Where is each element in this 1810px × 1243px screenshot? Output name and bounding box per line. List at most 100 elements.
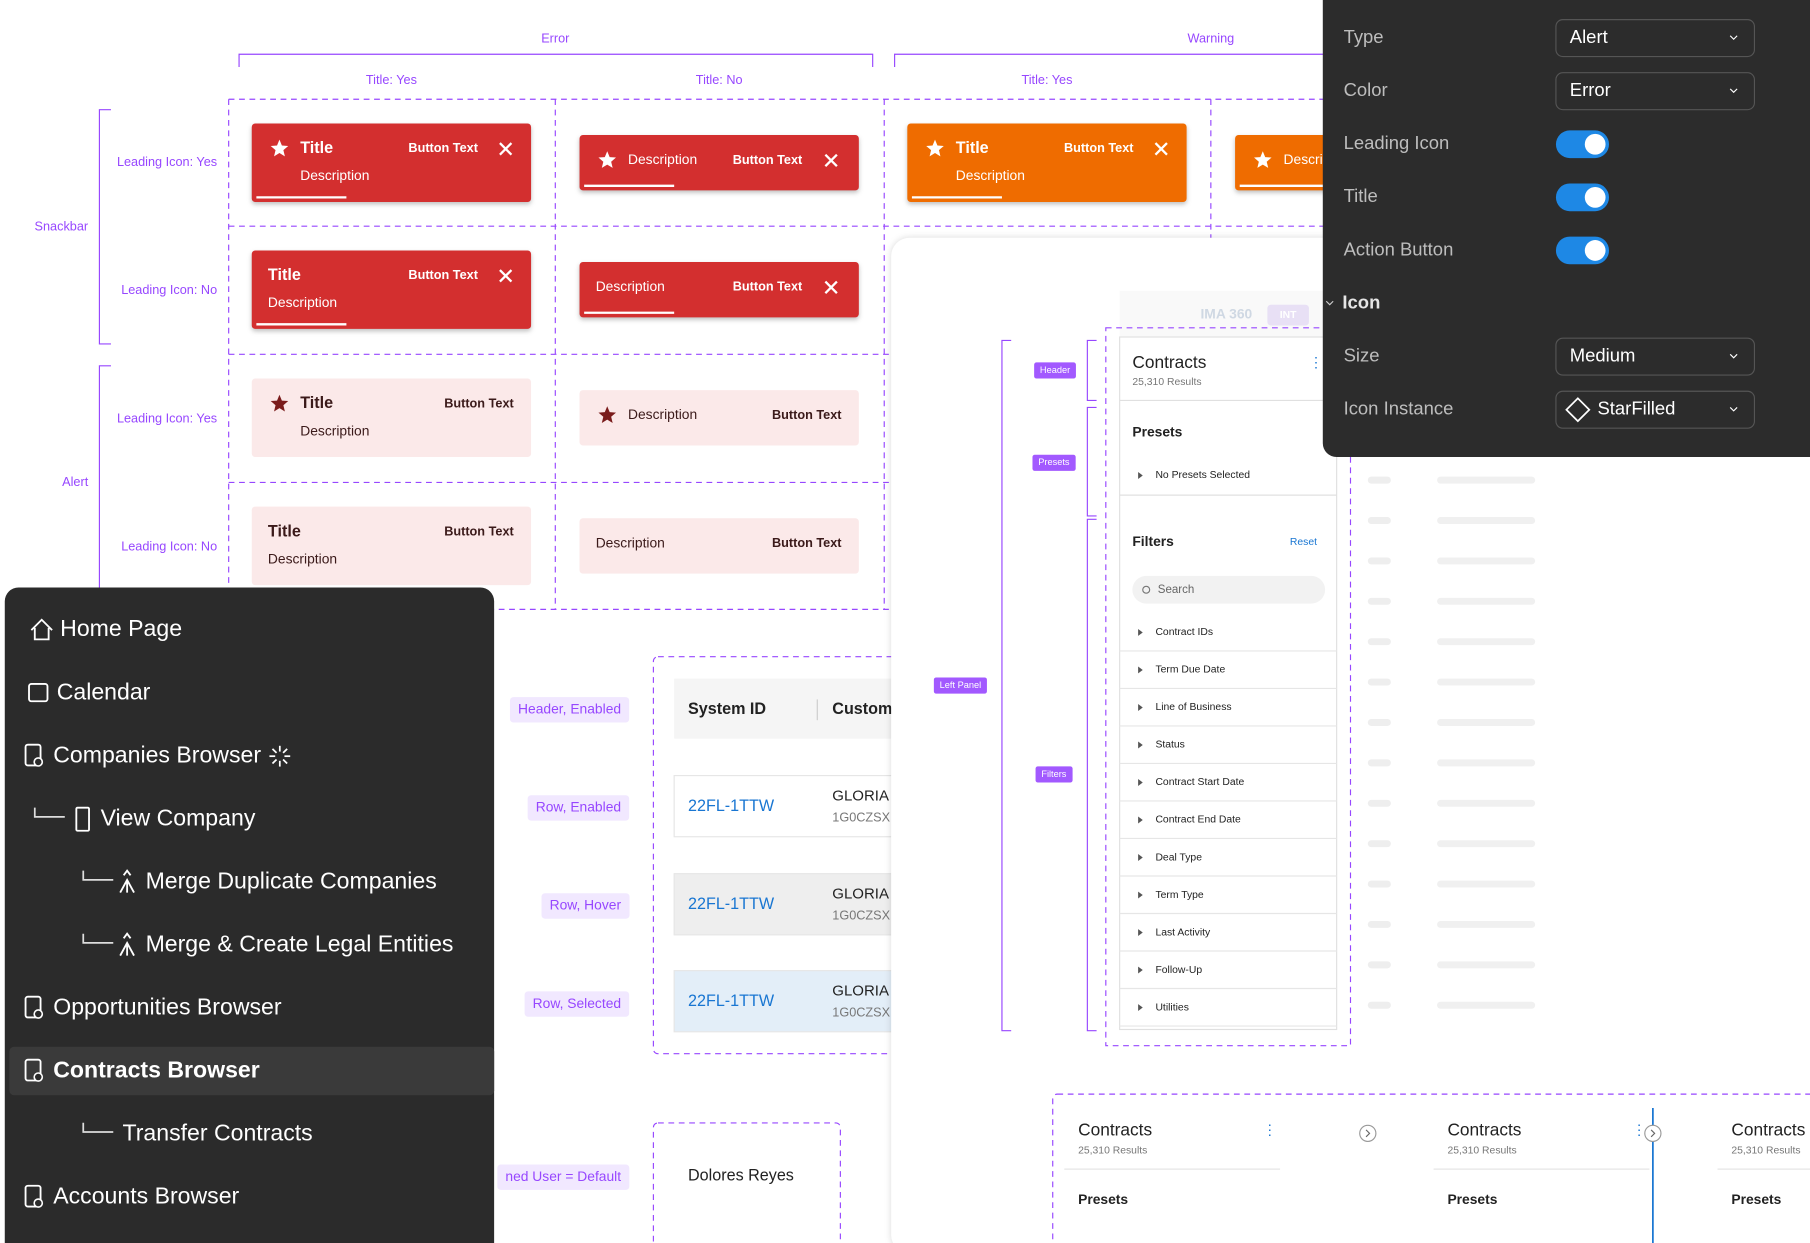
section-label: Icon xyxy=(1342,291,1380,312)
group-label: Error xyxy=(541,32,570,46)
state-label: Row, Selected xyxy=(533,995,621,1011)
close-icon xyxy=(499,142,513,156)
property-label: Icon Instance xyxy=(1344,398,1454,419)
card-button: Button Text xyxy=(444,524,514,538)
tree-line xyxy=(82,870,114,881)
search-icon xyxy=(1142,585,1151,594)
nav-item[interactable]: Opportunities Browser xyxy=(53,993,282,1019)
collapse-frame xyxy=(1052,1093,1810,1243)
state-label: ned User = Default xyxy=(505,1168,621,1184)
close-icon xyxy=(1154,142,1168,156)
chevron xyxy=(1729,35,1738,41)
bracket xyxy=(98,109,111,345)
merge-icon xyxy=(119,932,135,957)
customer-name: GLORIA xyxy=(832,787,889,804)
card-button: Button Text xyxy=(1064,141,1134,155)
nav-item[interactable]: Merge & Create Legal Entities xyxy=(146,930,454,956)
merge-icon xyxy=(119,869,135,894)
caret xyxy=(1138,666,1143,674)
spinner xyxy=(282,758,288,765)
blurred-row xyxy=(1437,880,1536,888)
search-icon xyxy=(33,757,44,767)
search-box xyxy=(1132,575,1326,604)
tag-bg xyxy=(1032,454,1076,471)
card-description: Description xyxy=(596,534,665,550)
blurred-row xyxy=(1437,517,1536,524)
doc-icon xyxy=(24,995,42,1019)
assigned-user: Dolores Reyes xyxy=(688,1166,794,1184)
env-tag: INT xyxy=(1280,310,1297,321)
kebab: ⋮ xyxy=(1263,1122,1277,1138)
card-title: Title xyxy=(956,139,989,157)
customer-code: 1G0CZSX xyxy=(832,1006,890,1020)
env-tag xyxy=(1267,304,1309,326)
dropdown-value: Medium xyxy=(1570,345,1636,366)
collapse-button xyxy=(1644,1124,1662,1143)
card-description: Description xyxy=(268,550,337,566)
bracket xyxy=(1086,406,1097,517)
table-header xyxy=(674,678,905,739)
nav-item[interactable]: Calendar xyxy=(57,678,151,704)
nav-item[interactable]: Home Page xyxy=(60,615,182,641)
property-label: Type xyxy=(1344,26,1384,47)
results-count: 25,310 Results xyxy=(1447,1145,1516,1156)
toggle-knob xyxy=(1584,186,1606,208)
tag-bg xyxy=(1034,362,1076,379)
nav-item[interactable]: Accounts Browser xyxy=(53,1182,239,1208)
column-label: Title: Yes xyxy=(1021,73,1072,87)
property-label: Size xyxy=(1344,345,1380,366)
blurred-row xyxy=(1367,840,1391,848)
caret xyxy=(1138,966,1143,974)
tag-bg xyxy=(933,677,987,694)
caret xyxy=(1138,929,1143,937)
star-icon xyxy=(598,406,617,423)
nav-item[interactable]: Transfer Contracts xyxy=(122,1119,312,1145)
preset-item: No Presets Selected xyxy=(1155,470,1250,481)
blurred-row xyxy=(1367,517,1391,524)
nav-item[interactable]: Contracts Browser xyxy=(53,1056,259,1082)
card-description: Description xyxy=(300,167,369,183)
dropdown-value: StarFilled xyxy=(1597,398,1675,419)
blurred-row xyxy=(1367,880,1391,888)
table-row xyxy=(673,774,906,838)
snackbar-card xyxy=(251,250,532,329)
snackbar-card xyxy=(579,135,859,191)
nav-item[interactable]: View Company xyxy=(101,804,256,830)
nav-selected xyxy=(9,1046,495,1096)
system-id: 22FL-1TTW xyxy=(688,797,775,815)
filter-item: Status xyxy=(1155,740,1184,751)
column-header: System ID xyxy=(688,700,766,718)
panel-frame xyxy=(1105,327,1352,1047)
table-row xyxy=(673,970,906,1033)
card-button: Button Text xyxy=(444,396,514,410)
nav-item[interactable]: Companies Browser xyxy=(53,741,261,767)
row-label: Leading Icon: No xyxy=(121,539,217,553)
customer-code: 1G0CZSX xyxy=(832,811,890,825)
property-label: Leading Icon xyxy=(1344,132,1450,153)
customer-code: 1G0CZSX xyxy=(832,909,890,923)
bracket xyxy=(1086,339,1097,402)
blurred-row xyxy=(1367,1001,1391,1009)
state-tag xyxy=(541,893,630,919)
close-icon xyxy=(824,153,838,168)
results-count: 25,310 Results xyxy=(1078,1145,1147,1156)
group-label: Warning xyxy=(1187,32,1234,46)
search-icon xyxy=(33,1009,44,1019)
nav-item[interactable]: Merge Duplicate Companies xyxy=(146,867,437,893)
filter-item: Deal Type xyxy=(1155,852,1202,863)
blurred-row xyxy=(1367,719,1391,726)
filter-item: Last Activity xyxy=(1155,927,1211,938)
star-icon xyxy=(1254,151,1272,168)
snackbar-card xyxy=(907,123,1187,202)
doc-icon xyxy=(24,1058,42,1082)
state-frame xyxy=(652,1122,841,1243)
properties-panel xyxy=(1322,0,1810,458)
blurred-row xyxy=(1367,961,1391,969)
panel-title: Contracts xyxy=(1731,1120,1805,1140)
customer-name: GLORIA xyxy=(832,885,889,902)
close-icon xyxy=(499,269,513,283)
column-label: Title: No xyxy=(696,73,743,87)
state-tag xyxy=(509,697,630,723)
row-group-label: Alert xyxy=(62,475,89,489)
